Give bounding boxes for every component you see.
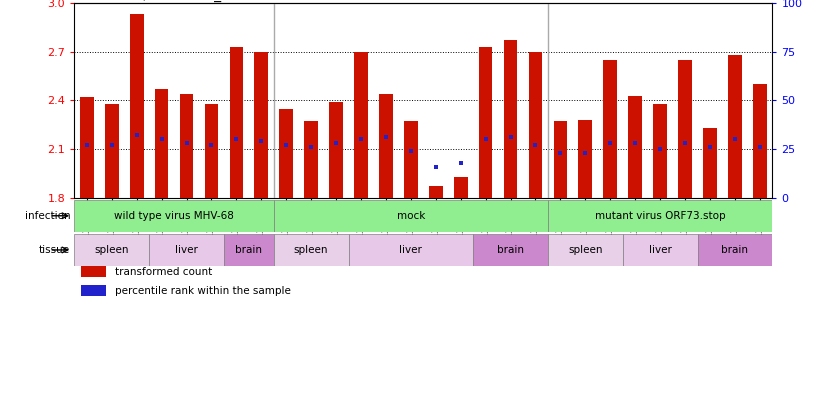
Bar	[548, 234, 623, 266]
Bar	[254, 52, 268, 198]
Bar	[753, 84, 767, 198]
Text: brain: brain	[497, 245, 524, 255]
Text: spleen: spleen	[94, 245, 129, 255]
Bar	[473, 234, 548, 266]
Text: brain: brain	[235, 245, 263, 255]
Bar	[653, 104, 667, 198]
Bar	[479, 47, 492, 198]
Text: tissue: tissue	[39, 245, 70, 255]
Bar	[703, 128, 717, 198]
Text: spleen: spleen	[568, 245, 603, 255]
Bar	[105, 104, 119, 198]
Text: infection: infection	[25, 211, 70, 221]
Bar	[80, 97, 93, 198]
Bar	[379, 94, 393, 198]
Bar	[623, 234, 697, 266]
Text: liver: liver	[648, 245, 672, 255]
Bar	[354, 52, 368, 198]
Bar	[279, 108, 293, 198]
Bar	[404, 121, 418, 198]
Bar	[180, 94, 193, 198]
Bar	[230, 47, 243, 198]
Bar	[429, 186, 443, 198]
Bar	[349, 234, 473, 266]
Text: spleen: spleen	[294, 245, 329, 255]
Bar	[273, 234, 349, 266]
Text: mutant virus ORF73.stop: mutant virus ORF73.stop	[595, 211, 725, 221]
Text: mock: mock	[396, 211, 425, 221]
Text: brain: brain	[721, 245, 748, 255]
Bar	[578, 120, 592, 198]
Bar	[74, 234, 150, 266]
Bar	[529, 52, 543, 198]
Bar	[224, 234, 273, 266]
Bar	[629, 95, 642, 198]
Bar	[205, 104, 218, 198]
Bar	[81, 266, 106, 277]
Bar	[453, 176, 468, 198]
Text: wild type virus MHV-68: wild type virus MHV-68	[114, 211, 234, 221]
Bar	[81, 285, 106, 296]
Text: percentile rank within the sample: percentile rank within the sample	[115, 286, 291, 296]
Bar	[130, 15, 144, 198]
Bar	[304, 121, 318, 198]
Bar	[728, 55, 742, 198]
Text: liver: liver	[400, 245, 422, 255]
Text: liver: liver	[175, 245, 198, 255]
Bar	[548, 200, 772, 232]
Text: transformed count: transformed count	[115, 266, 212, 277]
Bar	[150, 234, 224, 266]
Bar	[697, 234, 772, 266]
Bar	[330, 102, 343, 198]
Bar	[678, 60, 692, 198]
Bar	[74, 200, 273, 232]
Bar	[604, 60, 617, 198]
Bar	[504, 40, 517, 198]
Bar	[553, 121, 567, 198]
Bar	[154, 89, 169, 198]
Text: GDS4775 / 1443642_at: GDS4775 / 1443642_at	[74, 0, 235, 2]
Bar	[273, 200, 548, 232]
